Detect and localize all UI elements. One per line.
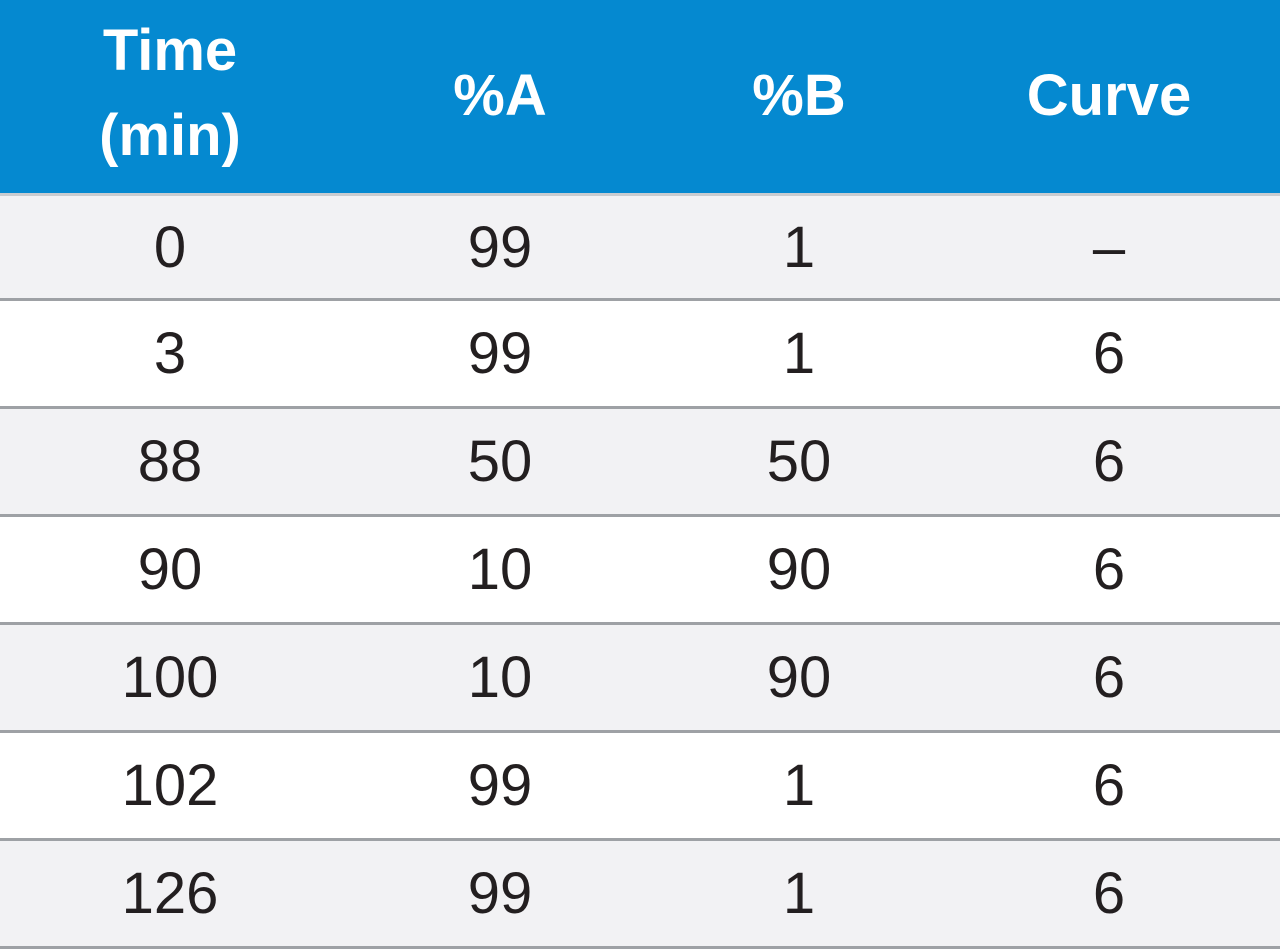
cell-curve: 6: [1092, 429, 1126, 494]
table-row: 90 10 90 6: [0, 517, 1280, 625]
cell-percent-a: 99: [467, 321, 533, 386]
cell-time: 102: [121, 753, 219, 818]
cell-percent-b: 90: [766, 537, 832, 602]
cell-percent-b: 1: [782, 321, 816, 386]
table-row: 100 10 90 6: [0, 625, 1280, 733]
table-row: 0 99 1 –: [0, 193, 1280, 301]
table-row: 88 50 50 6: [0, 409, 1280, 517]
cell-percent-b: 1: [782, 753, 816, 818]
cell-curve: 6: [1092, 861, 1126, 926]
cell-percent-a: 99: [467, 861, 533, 926]
table-row: 102 99 1 6: [0, 733, 1280, 841]
cell-curve: 6: [1092, 321, 1126, 386]
cell-time: 90: [137, 537, 203, 602]
cell-percent-b: 1: [782, 214, 816, 280]
cell-percent-b: 50: [766, 429, 832, 494]
cell-time: 88: [137, 429, 203, 494]
cell-percent-b: 90: [766, 645, 832, 710]
cell-curve: 6: [1092, 753, 1126, 818]
cell-curve: –: [1092, 214, 1126, 280]
table-body: 0 99 1 – 3 99 1 6 88 50 50 6 90 10 90 6 …: [0, 193, 1280, 949]
header-curve: Curve: [1026, 63, 1192, 129]
header-percent-b: %B: [752, 63, 846, 129]
cell-curve: 6: [1092, 537, 1126, 602]
cell-percent-a: 50: [467, 429, 533, 494]
table-row: 3 99 1 6: [0, 301, 1280, 409]
cell-percent-b: 1: [782, 861, 816, 926]
cell-percent-a: 10: [467, 645, 533, 710]
table-row: 126 99 1 6: [0, 841, 1280, 949]
cell-time: 3: [153, 321, 187, 386]
header-percent-a: %A: [453, 63, 547, 129]
cell-percent-a: 99: [467, 753, 533, 818]
header-time: Time (min): [99, 18, 241, 168]
cell-time: 126: [121, 861, 219, 926]
cell-time: 100: [121, 645, 219, 710]
cell-time: 0: [153, 214, 187, 280]
cell-percent-a: 10: [467, 537, 533, 602]
cell-percent-a: 99: [467, 214, 533, 280]
table-header-row: Time (min) %A %B Curve: [0, 0, 1280, 193]
cell-curve: 6: [1092, 645, 1126, 710]
